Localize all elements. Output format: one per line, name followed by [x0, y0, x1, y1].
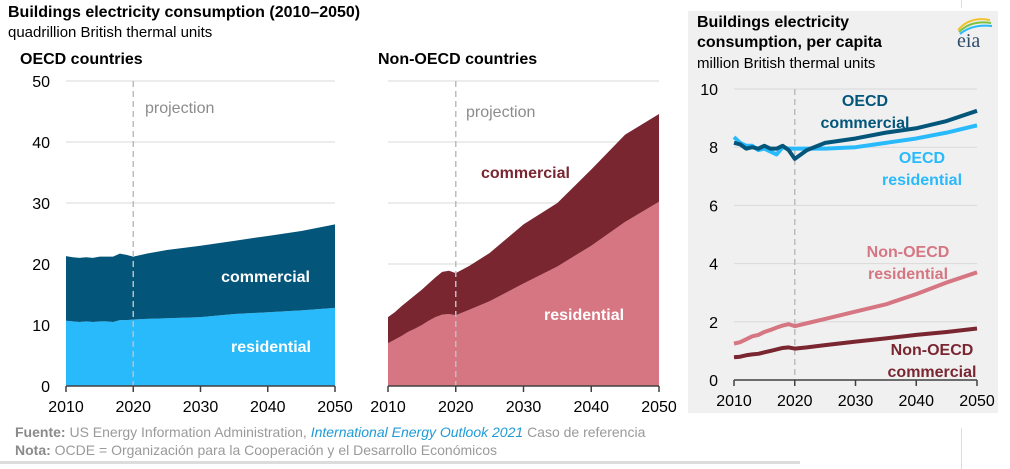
area-commercial — [66, 224, 335, 322]
line-oecd-commercial — [733, 108, 978, 161]
source-note: Fuente: US Energy Information Administra… — [15, 424, 645, 440]
y-tick-label: 4 — [709, 257, 718, 274]
nonoecd-chart: projection 2010 2020 2030 2040 2050 commercial… — [370, 80, 677, 416]
source-text: US Energy Information Administration, — [69, 424, 307, 440]
per-capita-unit: million British thermal units — [697, 55, 876, 72]
y-tick-label: 0 — [709, 373, 718, 390]
x-tick-label: 2020 — [777, 393, 813, 410]
per-capita-title: Buildings electricity consumption, per c… — [697, 14, 882, 51]
source-report-link[interactable]: International Energy Outlook 2021 — [310, 424, 524, 440]
x-tick-label: 2010 — [716, 393, 752, 410]
y-tick-label: 10 — [32, 318, 50, 335]
footnote: Nota: OCDE = Organización para la Cooper… — [15, 442, 497, 458]
x-tick-label: 2040 — [898, 393, 934, 410]
source-label: Fuente: — [15, 424, 66, 440]
series-label: commercial — [888, 364, 977, 381]
x-tick-label: 2010 — [370, 399, 406, 416]
commercial-label: commercial — [221, 269, 310, 286]
source-tail: Caso de referencia — [527, 424, 646, 440]
x-tick-label: 2050 — [641, 399, 677, 416]
y-tick-label: 6 — [709, 198, 718, 215]
vertical-divider — [961, 428, 962, 469]
chart-title: Buildings electricity consumption (2010–… — [8, 4, 361, 21]
note-text: OCDE = Organización para la Cooperación … — [54, 442, 498, 458]
y-tick-label: 0 — [41, 379, 50, 396]
nonoecd-panel-title: Non-OECD countries — [378, 51, 538, 68]
y-tick-label: 20 — [32, 257, 50, 274]
projection-label: projection — [466, 104, 535, 121]
x-tick-label: 2050 — [317, 399, 353, 416]
residential-label: residential — [544, 307, 624, 324]
x-tick-label: 2040 — [573, 399, 609, 416]
line-non-oecd-commercial — [733, 326, 978, 360]
commercial-label: commercial — [481, 165, 570, 182]
series-label: commercial — [821, 115, 910, 132]
series-label: Non-OECD — [867, 244, 950, 261]
series-label: Non-OECD — [891, 342, 974, 359]
residential-label: residential — [231, 339, 311, 356]
per-capita-chart: 0 2 4 6 8 10 2010 2020 2030 2040 2050 OECD residenti… — [700, 82, 995, 410]
x-tick-label: 2010 — [48, 399, 84, 416]
x-tick-label: 2030 — [183, 399, 219, 416]
eia-logo-icon: eia — [948, 14, 998, 52]
x-tick-label: 2040 — [250, 399, 286, 416]
x-tick-label: 2020 — [438, 399, 474, 416]
series-label: residential — [882, 172, 962, 189]
x-tick-label: 2030 — [838, 393, 874, 410]
y-tick-label: 2 — [709, 315, 718, 332]
note-label: Nota: — [15, 442, 51, 458]
x-tick-label: 2050 — [959, 393, 995, 410]
per-capita-panel — [688, 11, 998, 413]
area-residential — [388, 201, 659, 386]
series-label: OECD — [899, 150, 945, 167]
projection-label: projection — [145, 100, 214, 117]
eia-logo-text: eia — [957, 30, 980, 50]
footer-divider — [0, 461, 800, 464]
x-tick-label: 2020 — [115, 399, 151, 416]
x-tick-label: 2030 — [506, 399, 542, 416]
chart-subtitle: quadrillion British thermal units — [8, 24, 213, 41]
line-non-oecd-residential — [733, 270, 978, 346]
y-tick-label: 30 — [32, 196, 50, 213]
series-label: OECD — [842, 93, 888, 110]
vertical-divider-top — [961, 0, 962, 8]
y-tick-label: 10 — [700, 82, 718, 99]
y-tick-label: 50 — [32, 74, 50, 91]
oecd-panel-title: OECD countries — [20, 51, 143, 68]
y-tick-label: 8 — [709, 140, 718, 157]
series-label: residential — [868, 266, 948, 283]
y-tick-label: 40 — [32, 135, 50, 152]
